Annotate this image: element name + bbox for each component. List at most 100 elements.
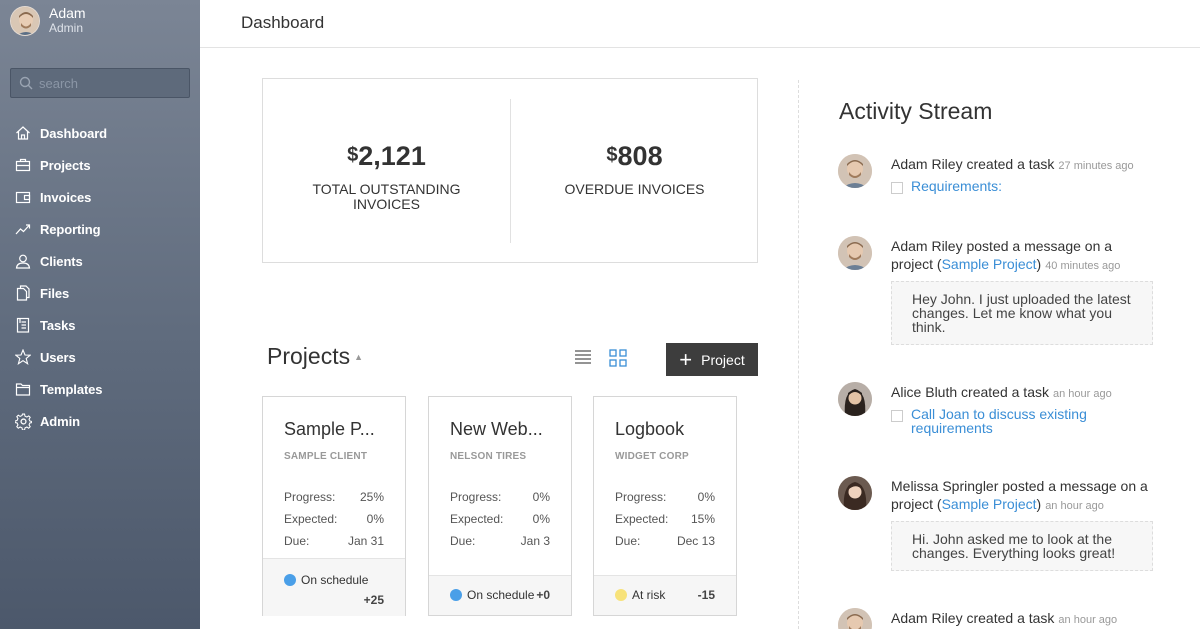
sidebar-item-admin[interactable]: Admin [0, 405, 200, 437]
sidebar-item-invoices[interactable]: Invoices [0, 181, 200, 213]
message-bubble: Hey John. I just uploaded the latest cha… [891, 281, 1153, 345]
project-client: NELSON TIRES [450, 451, 527, 462]
task-link[interactable]: Call Joan to discuss existing requiremen… [911, 406, 1087, 436]
grid-view-icon[interactable] [609, 349, 627, 372]
sidebar-item-dashboard[interactable]: Dashboard [0, 117, 200, 149]
activity-user[interactable]: Adam Riley [891, 156, 963, 172]
status-dot [284, 574, 296, 586]
schedule-delta: +25 [363, 593, 384, 607]
outstanding-invoices-stat[interactable]: $2,121 TOTAL OUTSTANDING INVOICES [263, 141, 510, 212]
project-card[interactable]: Logbook WIDGET CORP Progress: 0% Expected… [593, 396, 737, 616]
plus-icon: + [679, 346, 693, 372]
activity-user[interactable]: Adam Riley [891, 238, 963, 254]
sidebar-item-projects[interactable]: Projects [0, 149, 200, 181]
overdue-label: OVERDUE INVOICES [564, 181, 705, 197]
due-row: Due: Dec 13 [615, 534, 715, 548]
project-link[interactable]: Sample Project [941, 256, 1037, 272]
activity-user[interactable]: Melissa Springler [891, 478, 999, 494]
progress-row: Progress: 0% [450, 490, 550, 504]
user-profile[interactable]: Adam Admin [10, 6, 86, 36]
files-icon [14, 284, 32, 302]
avatar[interactable] [838, 608, 872, 629]
sidebar-item-templates[interactable]: Templates [0, 373, 200, 405]
project-name: Sample P... [284, 419, 375, 439]
sidebar-item-label: Reporting [40, 221, 101, 237]
status-dot [615, 589, 627, 601]
page-title: Dashboard [241, 13, 325, 32]
outstanding-label: TOTAL OUTSTANDING INVOICES [312, 181, 461, 212]
due-row: Due: Jan 31 [284, 534, 384, 548]
sidebar: Adam Admin search Dashboard Projects Inv… [0, 0, 200, 629]
user-name: Adam [49, 5, 86, 21]
sidebar-item-label: Clients [40, 253, 83, 269]
project-card[interactable]: New Web... NELSON TIRES Progress: 0% Expe… [428, 396, 572, 616]
project-client: SAMPLE CLIENT [284, 451, 368, 462]
sidebar-item-label: Dashboard [40, 125, 108, 141]
home-icon [14, 124, 32, 142]
sidebar-item-users[interactable]: Users [0, 341, 200, 373]
expected-row: Expected: 15% [615, 512, 715, 526]
activity-time: 40 minutes ago [1045, 260, 1121, 272]
activity-time: 27 minutes ago [1058, 160, 1134, 172]
avatar[interactable] [838, 236, 872, 270]
activity-time: an hour ago [1058, 614, 1118, 626]
gear-icon [14, 412, 32, 430]
task-link[interactable]: Requirements: [911, 178, 1003, 194]
new-project-button[interactable]: + Project [666, 343, 758, 376]
activity-user[interactable]: Alice Bluth [891, 384, 958, 400]
avatar[interactable] [10, 6, 40, 36]
avatar[interactable] [838, 476, 872, 510]
status-badge: On schedule [284, 573, 368, 587]
schedule-delta: +0 [536, 588, 550, 602]
project-card[interactable]: Sample P... SAMPLE CLIENT Progress: 25% E… [262, 396, 406, 616]
activity-text: Adam Riley created a task an hour ago [891, 610, 1118, 626]
sidebar-item-label: Tasks [40, 317, 76, 333]
sidebar-item-tasks[interactable]: Tasks [0, 309, 200, 341]
card-footer: On schedule +0 [429, 575, 571, 615]
schedule-delta: -15 [697, 588, 715, 602]
avatar[interactable] [838, 154, 872, 188]
search-input[interactable]: search [10, 68, 190, 98]
activity-time: an hour ago [1045, 500, 1104, 512]
wallet-icon [14, 188, 32, 206]
status-badge: On schedule [450, 588, 534, 602]
briefcase-icon [14, 156, 32, 174]
activity-text: Adam Riley posted a message on a project… [891, 238, 1121, 272]
overdue-invoices-stat[interactable]: $808 OVERDUE INVOICES [511, 141, 758, 197]
project-client: WIDGET CORP [615, 451, 689, 462]
avatar[interactable] [838, 382, 872, 416]
projects-heading[interactable]: Projects ▲︎ [267, 343, 364, 369]
activity-stream-title: Activity Stream [839, 98, 993, 124]
sidebar-item-label: Projects [40, 157, 91, 173]
folder-icon [14, 380, 32, 398]
sidebar-item-label: Admin [40, 413, 80, 429]
divider [510, 99, 511, 243]
new-project-label: Project [701, 351, 745, 368]
search-placeholder: search [39, 75, 79, 91]
sidebar-item-clients[interactable]: Clients [0, 245, 200, 277]
project-link[interactable]: Sample Project [941, 496, 1037, 512]
due-row: Due: Jan 3 [450, 534, 550, 548]
sidebar-item-label: Invoices [40, 189, 92, 205]
progress-row: Progress: 0% [615, 490, 715, 504]
search-icon [19, 76, 33, 90]
sidebar-item-reporting[interactable]: Reporting [0, 213, 200, 245]
overdue-amount: $808 [606, 141, 663, 171]
list-view-icon[interactable] [574, 349, 592, 370]
expected-row: Expected: 0% [450, 512, 550, 526]
user-role: Admin [49, 21, 84, 35]
outstanding-amount: $2,121 [347, 141, 426, 171]
sort-icon[interactable]: ▲︎ [354, 352, 364, 362]
invoice-summary: $2,121 TOTAL OUTSTANDING INVOICES $808 O… [262, 78, 758, 263]
message-bubble: Hi. John asked me to look at the changes… [891, 521, 1153, 571]
status-badge: At risk [615, 588, 665, 602]
status-dot [450, 589, 462, 601]
project-name: Logbook [615, 419, 685, 439]
task-checkbox[interactable] [891, 182, 903, 194]
sidebar-item-label: Files [40, 285, 70, 301]
star-icon [14, 348, 32, 366]
activity-user[interactable]: Adam Riley [891, 610, 963, 626]
task-checkbox[interactable] [891, 410, 903, 422]
project-name: New Web... [450, 419, 543, 439]
sidebar-item-files[interactable]: Files [0, 277, 200, 309]
